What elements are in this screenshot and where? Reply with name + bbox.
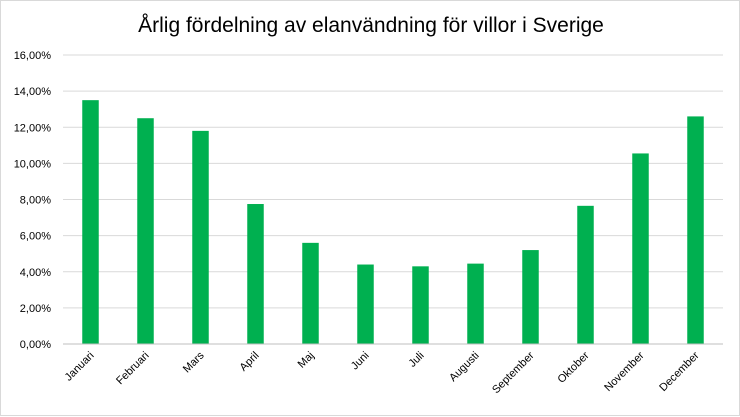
x-tick-label: December [657, 349, 702, 394]
x-tick-label: Juni [349, 350, 372, 373]
bar-januari [82, 100, 99, 344]
bar-juli [412, 266, 429, 344]
x-tick-label: November [602, 349, 647, 394]
bars [82, 100, 704, 344]
y-tick-label: 10,00% [14, 158, 52, 170]
y-tick-label: 16,00% [14, 50, 52, 62]
y-tick-label: 6,00% [20, 231, 51, 243]
x-tick-label: Mars [181, 349, 207, 375]
x-tick-label: Augusti [447, 350, 481, 384]
x-tick-label: Juli [406, 350, 426, 370]
bar-mars [192, 130, 209, 344]
y-tick-label: 0,00% [20, 339, 51, 351]
y-tick-label: 2,00% [20, 303, 51, 315]
x-tick-label: April [238, 350, 262, 374]
bar-september [522, 250, 539, 344]
x-tick-label: Maj [296, 350, 317, 371]
y-tick-label: 14,00% [14, 86, 52, 98]
y-axis-tick-labels: 0,00% 2,00% 4,00% 6,00% 8,00% 10,00% 12,00% 14,… [14, 50, 52, 351]
x-tick-label: Oktober [555, 349, 591, 385]
x-tick-label: September [490, 349, 537, 396]
gridlines [63, 54, 723, 309]
bar-april [247, 204, 264, 344]
bar-november [632, 153, 649, 344]
chart-title: Årlig fördelning av elanvändning för vil… [138, 14, 604, 37]
bar-oktober [577, 205, 594, 344]
bar-juni [357, 264, 374, 344]
x-tick-label: Februari [114, 350, 151, 387]
y-tick-label: 4,00% [20, 267, 51, 279]
y-tick-label: 8,00% [20, 195, 51, 207]
bar-februari [137, 118, 154, 344]
x-tick-label: Januari [63, 350, 97, 384]
bar-december [687, 116, 704, 344]
x-axis-tick-labels: Januari Februari Mars April Maj Juni Juli Augus… [63, 349, 702, 396]
bar-augusti [467, 263, 484, 344]
bar-maj [302, 242, 319, 344]
y-tick-label: 12,00% [14, 122, 52, 134]
